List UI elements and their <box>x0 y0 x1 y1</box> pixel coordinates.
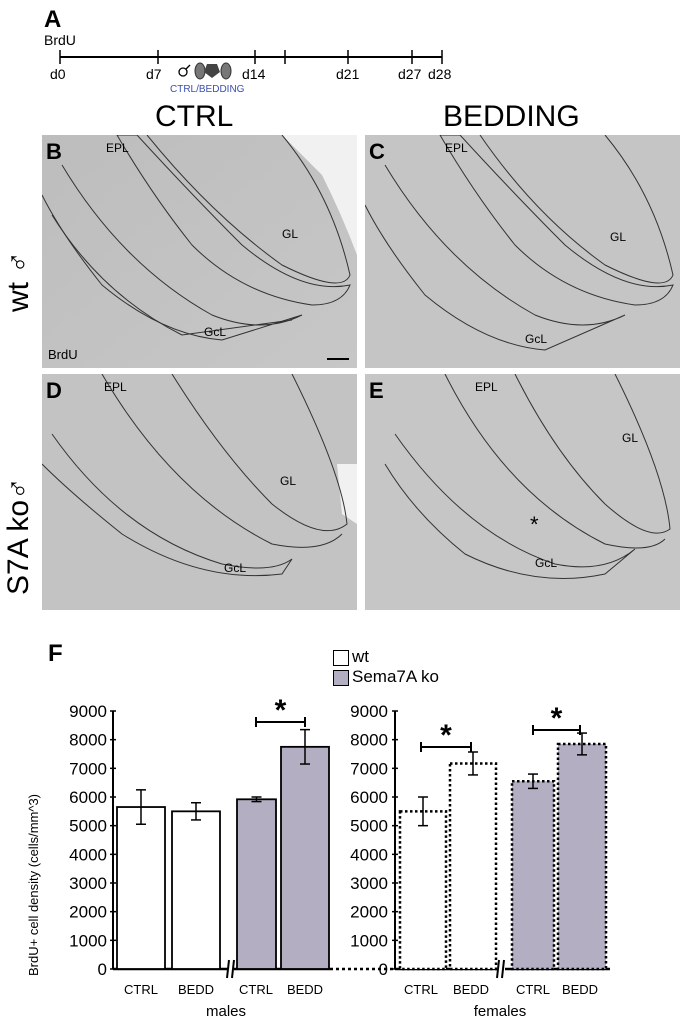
column-heading-ctrl: CTRL <box>155 100 234 133</box>
region-epl: EPL <box>104 380 127 394</box>
y-tick-label-right-3: 3000 <box>350 874 388 893</box>
row-heading-wt: wt ♂ <box>2 251 35 312</box>
y-tick-label-right-9: 9000 <box>350 702 388 721</box>
region-gl: GL <box>282 227 299 241</box>
day-label-5: d28 <box>428 66 452 82</box>
bar-males-2 <box>236 798 277 970</box>
region-epl: EPL <box>475 380 498 394</box>
x-tick-label-females-0: CTRL <box>404 982 438 997</box>
y-tick-label-right-0: 0 <box>379 960 388 979</box>
panel-f-letter: F <box>48 640 63 667</box>
micrograph-d: D EPL GL GcL <box>42 374 357 610</box>
legend-swatch-wt <box>333 649 349 666</box>
day-label-1: d7 <box>146 66 162 82</box>
bar-females-3 <box>556 742 608 971</box>
y-tick-label-right-6: 6000 <box>350 788 388 807</box>
micrograph-e-image <box>365 374 680 610</box>
group-label-males: males <box>206 1003 246 1019</box>
region-gl: GL <box>280 474 297 488</box>
micrograph-d-letter: D <box>46 378 62 403</box>
y-tick-label-left-2: 2000 <box>69 903 107 922</box>
y-tick-label-right-7: 7000 <box>350 759 388 778</box>
y-tick-label-left-5: 5000 <box>69 817 107 836</box>
sig-females-wt-asterisk: * <box>440 719 452 752</box>
sig-males-ko-asterisk: * <box>275 694 287 727</box>
y-tick-label-left-4: 4000 <box>69 845 107 864</box>
group-label-females: females <box>474 1003 527 1019</box>
legend-swatch-sema7a-ko <box>333 669 349 686</box>
micrograph-b: B EPL GL GcL BrdU <box>42 135 357 368</box>
y-tick-label-right-1: 1000 <box>350 931 388 950</box>
micrograph-e-letter: E <box>369 378 384 403</box>
y-tick-label-right-2: 2000 <box>350 903 388 922</box>
legend-label-wt: wt <box>352 647 369 666</box>
y-tick-label-left-7: 7000 <box>69 759 107 778</box>
row-heading-s7a-ko: S7A ko♂ <box>2 477 35 595</box>
day-label-3: d21 <box>336 66 360 82</box>
stain-label: BrdU <box>48 347 78 362</box>
region-epl: EPL <box>445 141 468 155</box>
region-gcl: GcL <box>535 556 558 570</box>
bar-chart: 0 0 1000 1000 2000 2000 3000 3000 4000 4000 5000 50… <box>69 694 610 1019</box>
day-label-0: d0 <box>50 66 66 82</box>
asterisk-mark: * <box>530 512 539 537</box>
region-gl: GL <box>610 230 627 244</box>
bar-females-2 <box>510 779 556 971</box>
region-gcl: GcL <box>525 332 548 346</box>
panel-a-letter: A <box>44 6 62 33</box>
timeline-brdu-label: BrdU <box>44 32 76 48</box>
y-tick-label-left-3: 3000 <box>69 874 107 893</box>
column-heading-bedding: BEDDING <box>443 100 580 133</box>
micrograph-b-letter: B <box>46 139 62 164</box>
bar-females-1 <box>448 762 498 971</box>
bar-females-0 <box>398 810 448 971</box>
axis-break-1a <box>226 959 230 979</box>
region-gl: GL <box>622 431 639 445</box>
y-tick-label-left-6: 6000 <box>69 788 107 807</box>
region-gcl: GcL <box>224 561 247 575</box>
y-tick-label-left-0: 0 <box>98 960 107 979</box>
x-tick-label-females-2: CTRL <box>516 982 550 997</box>
x-tick-label-males-3: BEDD <box>287 982 323 997</box>
y-tick-label-left-9: 9000 <box>69 702 107 721</box>
region-epl: EPL <box>106 141 129 155</box>
micrograph-d-image <box>42 374 357 610</box>
micrograph-e: E EPL GL GcL * <box>365 374 680 610</box>
x-tick-label-females-3: BEDD <box>562 982 598 997</box>
legend-item-wt: wt <box>333 647 369 667</box>
region-gcl: GcL <box>204 325 227 339</box>
y-tick-label-right-5: 5000 <box>350 817 388 836</box>
legend-label-sema7a-ko: Sema7A ko <box>352 667 439 686</box>
axis-break-2b <box>501 959 505 979</box>
day-label-4: d27 <box>398 66 422 82</box>
scale-bar <box>327 358 349 360</box>
x-tick-label-females-1: BEDD <box>453 982 489 997</box>
y-tick-label-right-8: 8000 <box>350 731 388 750</box>
x-tick-label-males-2: CTRL <box>239 982 273 997</box>
micrograph-c-letter: C <box>369 139 385 164</box>
micrograph-b-image <box>42 135 357 368</box>
treatment-label: CTRL/BEDDING <box>170 84 245 95</box>
x-tick-label-males-0: CTRL <box>124 982 158 997</box>
sig-females-ko-asterisk: * <box>551 702 563 735</box>
y-tick-label-left-1: 1000 <box>69 931 107 950</box>
micrograph-c-image <box>365 135 680 368</box>
timeline-axis <box>59 50 443 80</box>
bedding-icon <box>178 62 232 80</box>
bar-males-3 <box>280 745 330 970</box>
bar-males-0 <box>116 806 166 970</box>
y-tick-label-right-4: 4000 <box>350 845 388 864</box>
axis-break-1b <box>231 959 235 979</box>
x-tick-label-males-1: BEDD <box>178 982 214 997</box>
legend-item-sema7a-ko: Sema7A ko <box>333 667 439 687</box>
y-tick-label-left-8: 8000 <box>69 731 107 750</box>
axis-break-2a <box>496 959 500 979</box>
micrograph-c: C EPL GL GcL <box>365 135 680 368</box>
bar-males-1 <box>171 810 221 970</box>
day-label-2: d14 <box>242 66 266 82</box>
